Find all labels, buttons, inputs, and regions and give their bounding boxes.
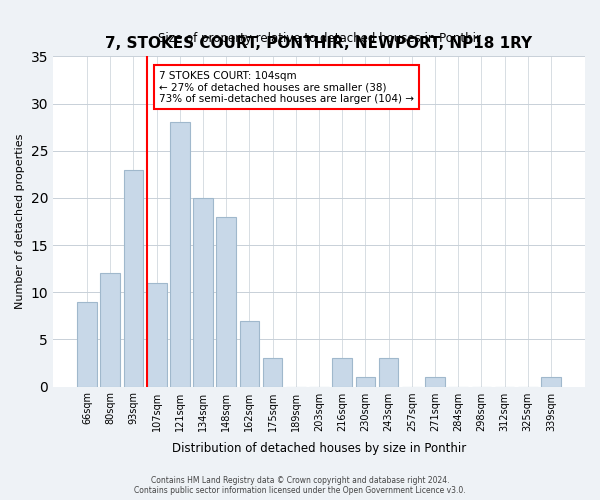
Text: Size of property relative to detached houses in Ponthir: Size of property relative to detached ho… [158, 32, 481, 45]
Y-axis label: Number of detached properties: Number of detached properties [15, 134, 25, 309]
Bar [379, 358, 398, 386]
Text: Contains HM Land Registry data © Crown copyright and database right 2024.
Contai: Contains HM Land Registry data © Crown c… [134, 476, 466, 495]
Bar [100, 274, 120, 386]
Bar [170, 122, 190, 386]
Bar [193, 198, 213, 386]
Bar [239, 320, 259, 386]
Bar [124, 170, 143, 386]
Bar [217, 217, 236, 386]
Bar [77, 302, 97, 386]
Bar [425, 377, 445, 386]
Title: 7, STOKES COURT, PONTHIR, NEWPORT, NP18 1RY: 7, STOKES COURT, PONTHIR, NEWPORT, NP18 … [106, 36, 533, 51]
Bar [541, 377, 561, 386]
Bar [263, 358, 283, 386]
Bar [356, 377, 375, 386]
Text: 7 STOKES COURT: 104sqm
← 27% of detached houses are smaller (38)
73% of semi-det: 7 STOKES COURT: 104sqm ← 27% of detached… [159, 70, 414, 104]
X-axis label: Distribution of detached houses by size in Ponthir: Distribution of detached houses by size … [172, 442, 466, 455]
Bar [332, 358, 352, 386]
Bar [147, 283, 167, 387]
